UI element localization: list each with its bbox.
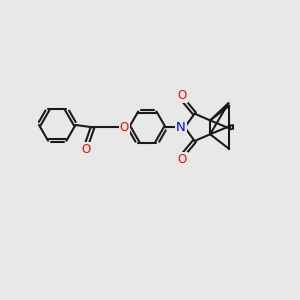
Text: O: O — [177, 89, 187, 102]
Text: O: O — [177, 153, 187, 166]
Text: O: O — [120, 121, 129, 134]
Text: O: O — [81, 142, 90, 156]
Text: N: N — [176, 121, 186, 134]
